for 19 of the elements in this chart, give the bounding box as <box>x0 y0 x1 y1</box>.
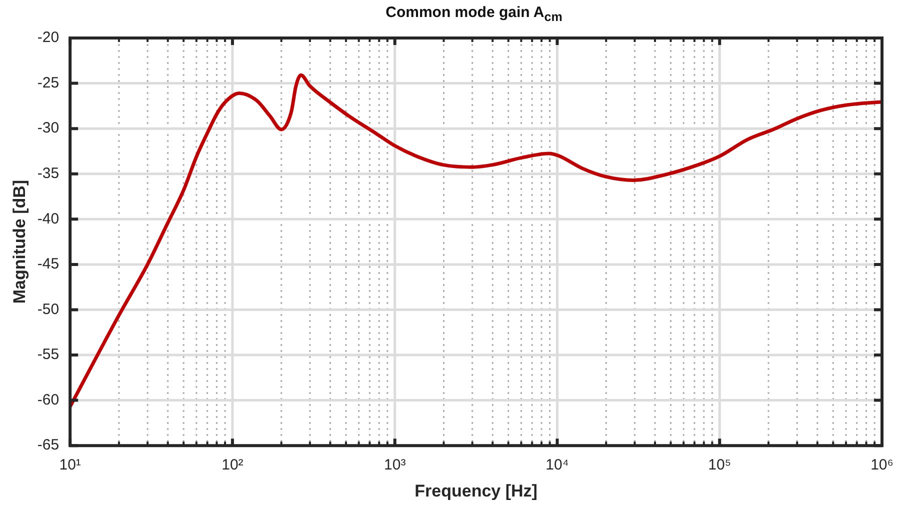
y-tick-label: -65 <box>37 436 60 454</box>
y-tick-label: -50 <box>37 300 60 318</box>
y-tick-label: -45 <box>37 256 60 273</box>
x-axis-title: Frequency [Hz] <box>414 481 538 500</box>
x-tick-label: 10¹ <box>59 456 81 474</box>
x-tick-label: 10⁵ <box>708 456 732 474</box>
y-tick-label: -55 <box>37 346 60 364</box>
y-tick-label: -60 <box>37 391 60 408</box>
x-tick-label: 10⁶ <box>870 456 894 474</box>
y-tick-label: -35 <box>37 165 60 182</box>
y-tick-label: -40 <box>37 210 60 228</box>
y-axis-title: Magnitude [dB] <box>10 180 29 304</box>
x-tick-label: 10² <box>222 456 244 474</box>
x-tick-label: 10³ <box>384 456 406 474</box>
y-tick-label: -25 <box>37 74 60 92</box>
x-tick-label: 10⁴ <box>546 456 569 474</box>
y-tick-label: -30 <box>37 120 60 137</box>
y-tick-label: -20 <box>37 29 60 46</box>
chart-title: Common mode gain A$_{cm}$ <box>384 4 564 24</box>
